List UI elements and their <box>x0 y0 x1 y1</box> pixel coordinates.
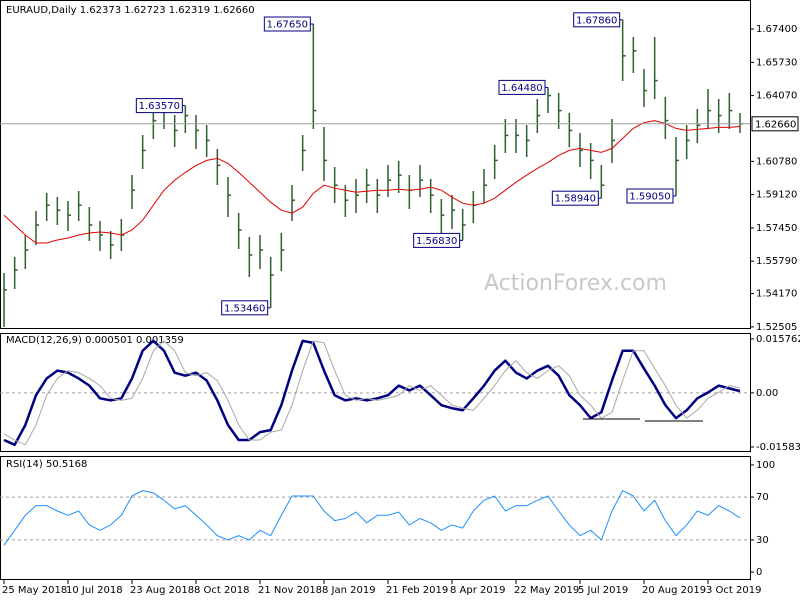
annotation-label: 1.53460 <box>224 303 265 314</box>
x-tick-label: 21 Feb 2019 <box>386 585 448 596</box>
indicator-line <box>3 490 741 546</box>
x-tick-label: 5 Jul 2019 <box>578 585 628 596</box>
macd-title: MACD(12,26,9) 0.000501 0.001359 <box>6 335 184 346</box>
y-tick-label: 1.65730 <box>756 57 797 68</box>
y-tick-label: 0 <box>756 567 762 578</box>
annotation-box <box>498 79 546 95</box>
y-tick-label: 1.57450 <box>756 223 797 234</box>
indicator-line <box>3 340 741 446</box>
y-tick-label: 1.54170 <box>756 289 797 300</box>
x-tick-label: 25 May 2018 <box>2 585 67 596</box>
y-tick-label: 0.015762 <box>756 334 800 345</box>
price-title: EURAUD,Daily 1.62373 1.62723 1.62319 1.6… <box>6 5 255 16</box>
x-tick-label: 10 Jul 2018 <box>66 585 123 596</box>
annotation-box <box>263 16 311 32</box>
moving-average <box>3 120 741 244</box>
rsi-title: RSI(14) 50.5168 <box>6 459 87 470</box>
y-tick-label: 1.64070 <box>756 91 797 102</box>
y-tick-label: 1.59120 <box>756 190 797 201</box>
x-tick-label: 8 Jan 2019 <box>322 585 376 596</box>
annotation-box <box>626 188 674 204</box>
x-tick-label: 23 Aug 2018 <box>130 585 194 596</box>
annotation-box <box>413 232 461 248</box>
y-tick-label: 0.00 <box>756 388 778 399</box>
annotation-box <box>573 12 621 28</box>
annotation-label: 1.59050 <box>629 192 670 203</box>
y-tick-label: 1.55790 <box>756 256 797 267</box>
x-tick-label: 8 Oct 2018 <box>194 585 249 596</box>
x-tick-label: 3 Oct 2019 <box>706 585 761 596</box>
rsi-panel <box>0 456 751 580</box>
price-panel <box>0 0 751 329</box>
y-tick-label: 70 <box>756 492 769 503</box>
annotation-box <box>221 300 269 316</box>
annotation-label: 1.63570 <box>139 101 180 112</box>
last-price-box <box>751 116 799 132</box>
annotation-label: 1.64480 <box>501 83 542 94</box>
annotation-label: 1.67650 <box>267 20 308 31</box>
y-tick-label: -0.015834 <box>756 442 800 453</box>
x-tick-label: 21 Nov 2018 <box>258 585 322 596</box>
y-tick-label: 30 <box>756 535 769 546</box>
annotation-box <box>135 98 183 114</box>
annotation-box <box>551 190 599 206</box>
x-tick-label: 8 Apr 2019 <box>450 585 505 596</box>
y-tick-label: 1.60780 <box>756 156 797 167</box>
annotation-label: 1.56830 <box>416 236 457 247</box>
annotation-label: 1.67860 <box>576 15 617 26</box>
annotation-label: 1.58940 <box>555 194 596 205</box>
x-tick-label: 22 May 2019 <box>514 585 579 596</box>
y-tick-label: 1.67400 <box>756 24 797 35</box>
y-tick-label: 1.52505 <box>756 322 797 333</box>
x-tick-label: 20 Aug 2019 <box>642 585 706 596</box>
last-price-label: 1.62660 <box>755 119 796 130</box>
watermark: ActionForex.com <box>484 271 667 296</box>
y-tick-label: 100 <box>756 460 775 471</box>
